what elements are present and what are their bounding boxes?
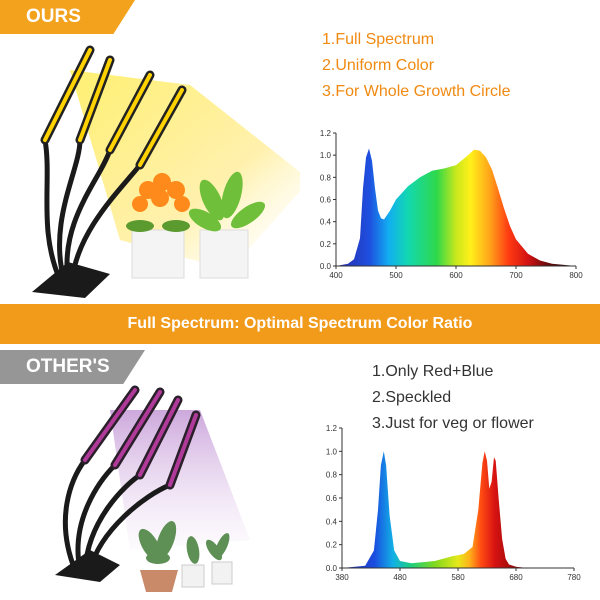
full-spectrum-chart: 400 500 600 700 800 0.0 0.2 0.4 0.6 0.8 1.0 1.2 — [320, 129, 583, 280]
ours-y-tick-label: 0.4 — [320, 218, 332, 227]
ours-feature-item: 1.Full Spectrum — [322, 31, 435, 48]
others-x-tick-label: 680 — [509, 573, 523, 582]
others-y-tick-label: 0.8 — [326, 471, 338, 480]
others-y-tick-label: 0.0 — [326, 564, 338, 573]
others-feature-item: 2.Speckled — [372, 389, 452, 406]
ours-feature-item: 2.Uniform Color — [322, 57, 435, 74]
ours-y-tick-label: 0.6 — [320, 196, 332, 205]
grow-light-yellow-illustration — [32, 45, 300, 298]
others-y-tick-label: 0.4 — [326, 517, 338, 526]
ours-x-tick-label: 700 — [509, 271, 523, 280]
others-y-tick-label: 1.0 — [326, 447, 338, 456]
others-y-tick-label: 1.2 — [326, 424, 338, 433]
ours-x-tick-label: 400 — [329, 271, 343, 280]
ours-x-tick-label: 800 — [569, 271, 583, 280]
others-tag: OTHER'S — [0, 350, 145, 384]
ours-spectrum-area — [336, 148, 576, 266]
ours-y-tick-label: 1.0 — [320, 151, 332, 160]
others-spectrum-area — [342, 451, 574, 568]
others-feature-item: 3.Just for veg or flower — [372, 415, 534, 432]
others-x-tick-label: 480 — [393, 573, 407, 582]
ours-y-tick-label: 0.0 — [320, 262, 332, 271]
ours-feature-item: 3.For Whole Growth Circle — [322, 83, 511, 100]
ours-feature-list: 1.Full Spectrum 2.Uniform Color 3.For Wh… — [322, 27, 511, 105]
others-y-tick-label: 0.6 — [326, 494, 338, 503]
ours-y-tick-label: 1.2 — [320, 129, 332, 138]
others-x-tick-label: 780 — [567, 573, 581, 582]
others-x-tick-label: 380 — [335, 573, 349, 582]
ours-x-tick-label: 600 — [449, 271, 463, 280]
ours-x-tick-label: 500 — [389, 271, 403, 280]
others-feature-list: 1.Only Red+Blue 2.Speckled 3.Just for ve… — [372, 359, 534, 437]
ours-tag: OURS — [0, 0, 135, 34]
others-y-tick-label: 0.2 — [326, 541, 338, 550]
others-feature-item: 1.Only Red+Blue — [372, 363, 494, 380]
red-blue-spectrum-chart: 380 480 580 680 780 0.0 0.2 0.4 0.6 0.8 1.0 1.2 — [326, 424, 581, 582]
ours-y-tick-label: 0.2 — [320, 240, 332, 249]
spectrum-banner: Full Spectrum: Optimal Spectrum Color Ra… — [0, 304, 600, 344]
ours-y-tick-label: 0.8 — [320, 173, 332, 182]
others-x-tick-label: 580 — [451, 573, 465, 582]
grow-light-purple-illustration — [55, 385, 250, 592]
